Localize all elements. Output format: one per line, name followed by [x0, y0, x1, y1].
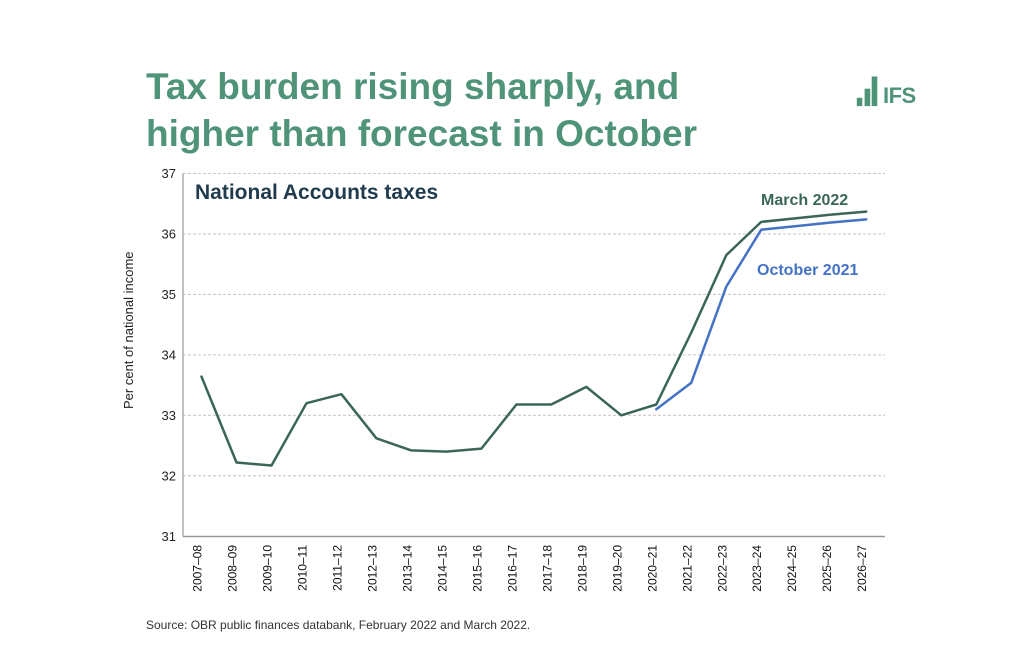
- svg-text:2014–15: 2014–15: [435, 545, 449, 592]
- svg-text:2010–11: 2010–11: [296, 545, 310, 591]
- svg-text:2009–10: 2009–10: [261, 545, 275, 592]
- svg-text:March 2022: March 2022: [761, 192, 848, 209]
- svg-text:2015–16: 2015–16: [470, 545, 484, 592]
- svg-text:37: 37: [162, 166, 176, 181]
- svg-text:2018–19: 2018–19: [575, 545, 589, 592]
- svg-text:2016–17: 2016–17: [505, 545, 519, 592]
- svg-text:35: 35: [162, 287, 176, 302]
- svg-text:36: 36: [162, 227, 176, 242]
- svg-text:33: 33: [162, 408, 176, 423]
- svg-text:2022–23: 2022–23: [715, 545, 729, 592]
- svg-text:2012–13: 2012–13: [365, 545, 379, 592]
- svg-text:2007–08: 2007–08: [191, 545, 205, 592]
- svg-text:2020–21: 2020–21: [645, 545, 659, 592]
- svg-text:31: 31: [162, 529, 176, 544]
- svg-text:2019–20: 2019–20: [610, 545, 624, 592]
- svg-text:2025–26: 2025–26: [820, 545, 834, 592]
- svg-text:2026–27: 2026–27: [855, 545, 869, 592]
- svg-text:2021–22: 2021–22: [680, 545, 694, 592]
- svg-text:2023–24: 2023–24: [750, 545, 764, 592]
- svg-text:2024–25: 2024–25: [785, 545, 799, 592]
- svg-text:2011–12: 2011–12: [330, 545, 344, 591]
- svg-text:2017–18: 2017–18: [540, 545, 554, 592]
- svg-text:October 2021: October 2021: [757, 262, 858, 279]
- svg-text:2013–14: 2013–14: [400, 545, 414, 592]
- svg-text:32: 32: [162, 469, 176, 484]
- svg-text:2008–09: 2008–09: [226, 545, 240, 592]
- svg-text:34: 34: [162, 348, 176, 363]
